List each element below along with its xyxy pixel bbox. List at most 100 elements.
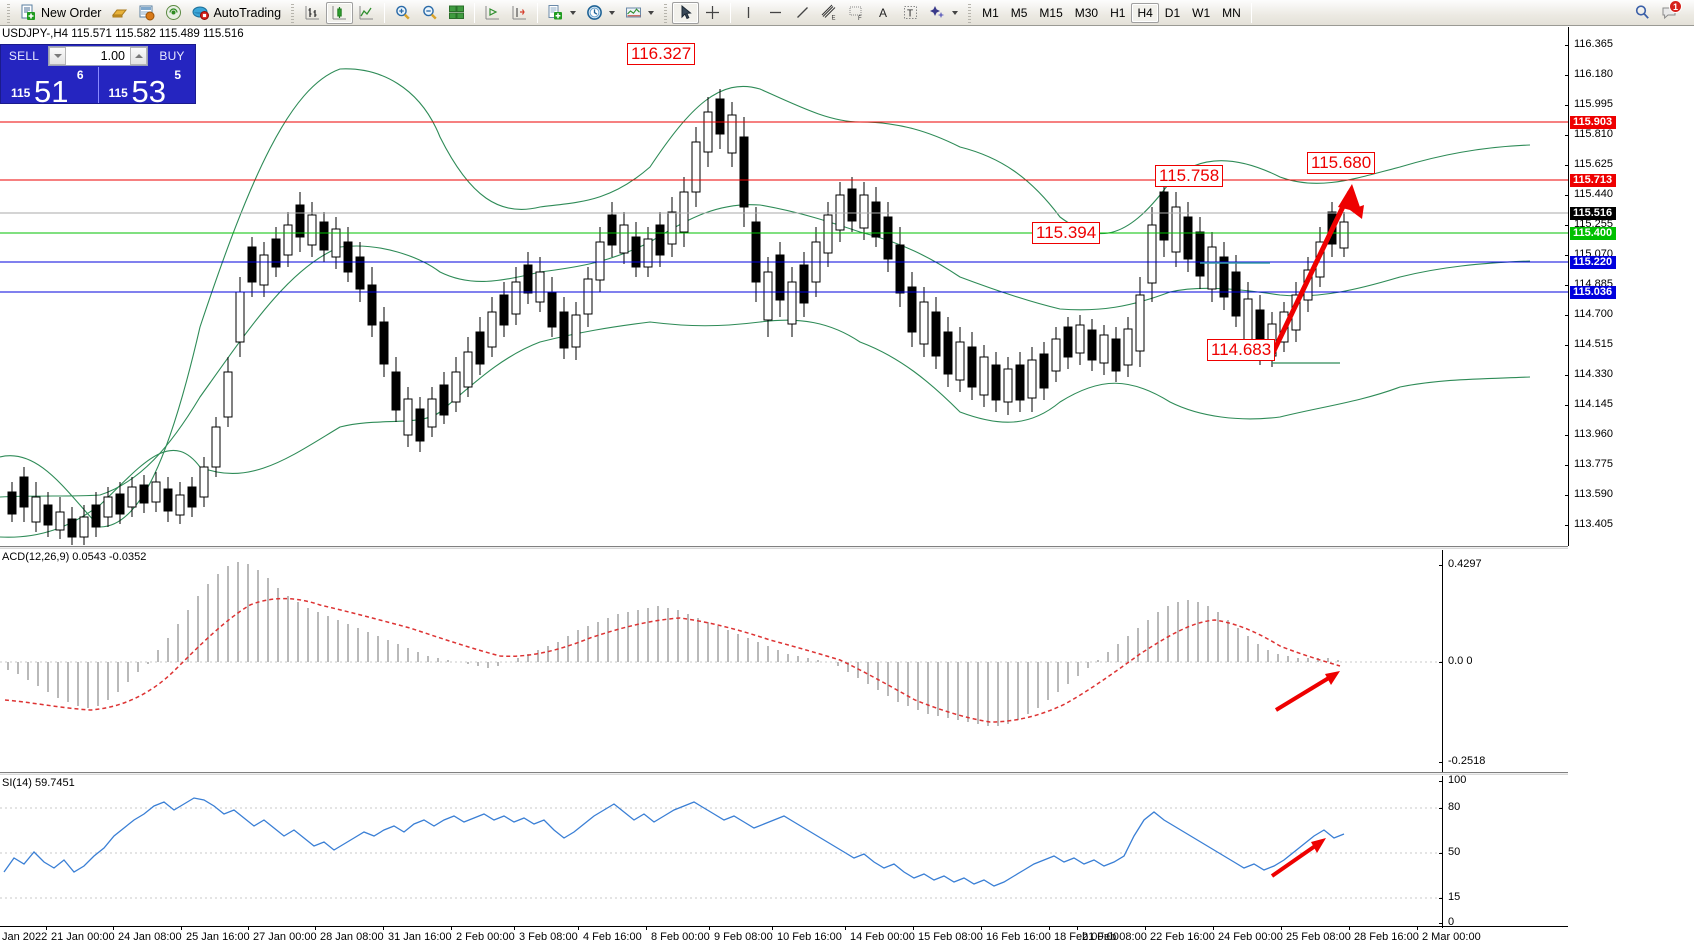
text-label-button[interactable]: T xyxy=(897,2,924,24)
chevron-down-icon[interactable] xyxy=(570,10,577,15)
price-pane[interactable]: 116.327 115.758 115.680 115.394 114.683 xyxy=(0,27,1568,546)
svg-text:A: A xyxy=(879,6,887,20)
new-order-label: New Order xyxy=(41,5,102,20)
price-axis[interactable]: 116.365 116.180 115.995 115.810 115.625 … xyxy=(1565,27,1694,546)
chevron-down-icon[interactable] xyxy=(648,10,655,15)
rsi-line xyxy=(3,797,1345,887)
cursor-button[interactable] xyxy=(672,1,700,24)
timeframe-w1[interactable]: W1 xyxy=(1186,3,1216,23)
candlestick-chart-button[interactable] xyxy=(326,1,354,24)
volume-value[interactable]: 1.00 xyxy=(100,49,125,63)
timeframe-m15[interactable]: M15 xyxy=(1033,3,1068,23)
chevron-down-icon[interactable] xyxy=(952,10,959,15)
shift-end-button[interactable] xyxy=(479,2,506,24)
sell-price[interactable]: 115 51 6 xyxy=(1,67,98,107)
price-chart-svg xyxy=(0,68,1568,545)
search-icon[interactable] xyxy=(1634,4,1651,21)
trendline-icon xyxy=(794,4,811,21)
buy-price-main: 53 xyxy=(131,74,166,109)
buy-price[interactable]: 115 53 5 xyxy=(97,67,196,107)
equidistant-channel-button[interactable]: F xyxy=(843,2,870,24)
time-tick: Jan 2022 xyxy=(2,931,48,943)
pane-separator-rsi[interactable] xyxy=(0,772,1568,775)
rsi-pane[interactable]: SI(14) 59.7451 100 80 50 15 0 xyxy=(0,774,1568,928)
chevron-down-icon xyxy=(53,54,62,58)
timeframe-m30[interactable]: M30 xyxy=(1069,3,1104,23)
macd-axis[interactable]: 0.4297 0.0 0 -0.2518 xyxy=(1438,550,1568,772)
annotation-115394[interactable]: 115.394 xyxy=(1032,222,1101,244)
sell-button[interactable]: SELL xyxy=(1,45,47,67)
zoom-in-button[interactable] xyxy=(389,2,416,24)
fibo-button[interactable]: E xyxy=(816,2,843,24)
level-label-115220[interactable]: 115.220 xyxy=(1570,256,1617,269)
toolbar-grip-2[interactable] xyxy=(289,2,297,23)
annotation-115758[interactable]: 115.758 xyxy=(1155,165,1224,187)
level-label-115400[interactable]: 115.400 xyxy=(1570,227,1617,240)
trendline-button[interactable] xyxy=(789,2,816,24)
equidistant-channel-icon: F xyxy=(848,4,865,21)
signals-button[interactable] xyxy=(160,2,187,24)
data-window-button[interactable] xyxy=(133,2,160,24)
text-button[interactable]: A xyxy=(870,2,897,24)
timeframe-h4[interactable]: H4 xyxy=(1131,2,1159,23)
rsi-tick: 80 xyxy=(1438,801,1460,813)
horizontal-line-button[interactable] xyxy=(762,2,789,24)
chevron-down-icon[interactable] xyxy=(609,10,616,15)
svg-text:T: T xyxy=(907,9,913,20)
macd-signal-line xyxy=(4,597,1341,723)
timeframe-m1[interactable]: M1 xyxy=(976,3,1005,23)
bar-chart-button[interactable] xyxy=(299,2,326,24)
pane-separator-macd[interactable] xyxy=(0,546,1568,549)
chat-icon[interactable]: 1 xyxy=(1661,0,1682,21)
toolbar-grip-4[interactable] xyxy=(966,2,974,23)
timeframe-mn[interactable]: MN xyxy=(1216,3,1247,23)
autotrading-button[interactable]: AutoTrading xyxy=(187,2,286,24)
timeframe-label: H1 xyxy=(1110,5,1126,20)
level-label-115516[interactable]: 115.516 xyxy=(1570,207,1617,220)
vertical-line-button[interactable] xyxy=(735,2,762,24)
annotation-115680[interactable]: 115.680 xyxy=(1307,152,1376,174)
cursor-icon xyxy=(677,4,694,21)
buy-button[interactable]: BUY xyxy=(149,45,195,67)
timeframe-label: M15 xyxy=(1039,5,1063,20)
level-label-115903[interactable]: 115.903 xyxy=(1570,116,1617,129)
level-label-115713[interactable]: 115.713 xyxy=(1570,174,1617,187)
toolbar-right-group: 1 xyxy=(1634,0,1692,21)
shift-end-icon xyxy=(484,4,501,21)
templates-button[interactable] xyxy=(542,2,581,24)
line-chart-button[interactable] xyxy=(353,2,380,24)
crosshair-button[interactable] xyxy=(699,2,726,24)
time-tick: 24 Feb 00:00 xyxy=(1213,926,1283,943)
candle-series xyxy=(7,89,1349,545)
price-tick: 116.180 xyxy=(1565,68,1613,80)
tile-windows-button[interactable] xyxy=(443,2,470,24)
market-watch-button[interactable] xyxy=(106,2,133,24)
auto-scroll-button[interactable] xyxy=(506,2,533,24)
macd-pane[interactable]: ACD(12,26,9) 0.0543 -0.0352 xyxy=(0,550,1568,772)
timeframe-h1[interactable]: H1 xyxy=(1104,3,1131,23)
level-label-115036[interactable]: 115.036 xyxy=(1570,286,1617,299)
time-axis[interactable]: Jan 2022 21 Jan 00:00 24 Jan 08:00 25 Ja… xyxy=(0,926,1568,948)
zoom-out-button[interactable] xyxy=(416,2,443,24)
new-order-button[interactable]: New Order xyxy=(15,2,106,24)
tile-windows-icon xyxy=(448,4,465,21)
annotation-114683[interactable]: 114.683 xyxy=(1207,339,1276,361)
toolbar-grip-3[interactable] xyxy=(662,2,670,23)
one-click-trading-panel[interactable]: SELL 1.00 BUY 115 51 6 115 53 5 xyxy=(0,44,196,107)
toolbar-separator-4 xyxy=(730,2,732,23)
volume-increase-button[interactable] xyxy=(130,47,147,65)
volume-decrease-button[interactable] xyxy=(49,47,66,65)
time-tick: 2 Feb 00:00 xyxy=(451,926,515,943)
shapes-button[interactable] xyxy=(924,2,963,24)
price-tick: 115.440 xyxy=(1565,188,1613,200)
toolbar-grip[interactable] xyxy=(5,2,12,23)
timeframe-d1[interactable]: D1 xyxy=(1159,3,1186,23)
annotation-116327[interactable]: 116.327 xyxy=(627,43,696,65)
indicators-button[interactable] xyxy=(620,2,659,24)
volume-input-group[interactable]: 1.00 xyxy=(48,46,148,66)
period-button[interactable] xyxy=(581,2,620,24)
timeframe-m5[interactable]: M5 xyxy=(1005,3,1034,23)
rsi-axis[interactable]: 100 80 50 15 0 xyxy=(1438,774,1568,928)
toolbar-separator-1 xyxy=(384,2,386,23)
chart-area[interactable]: USDJPY-,H4 115.571 115.582 115.489 115.5… xyxy=(0,27,1694,948)
